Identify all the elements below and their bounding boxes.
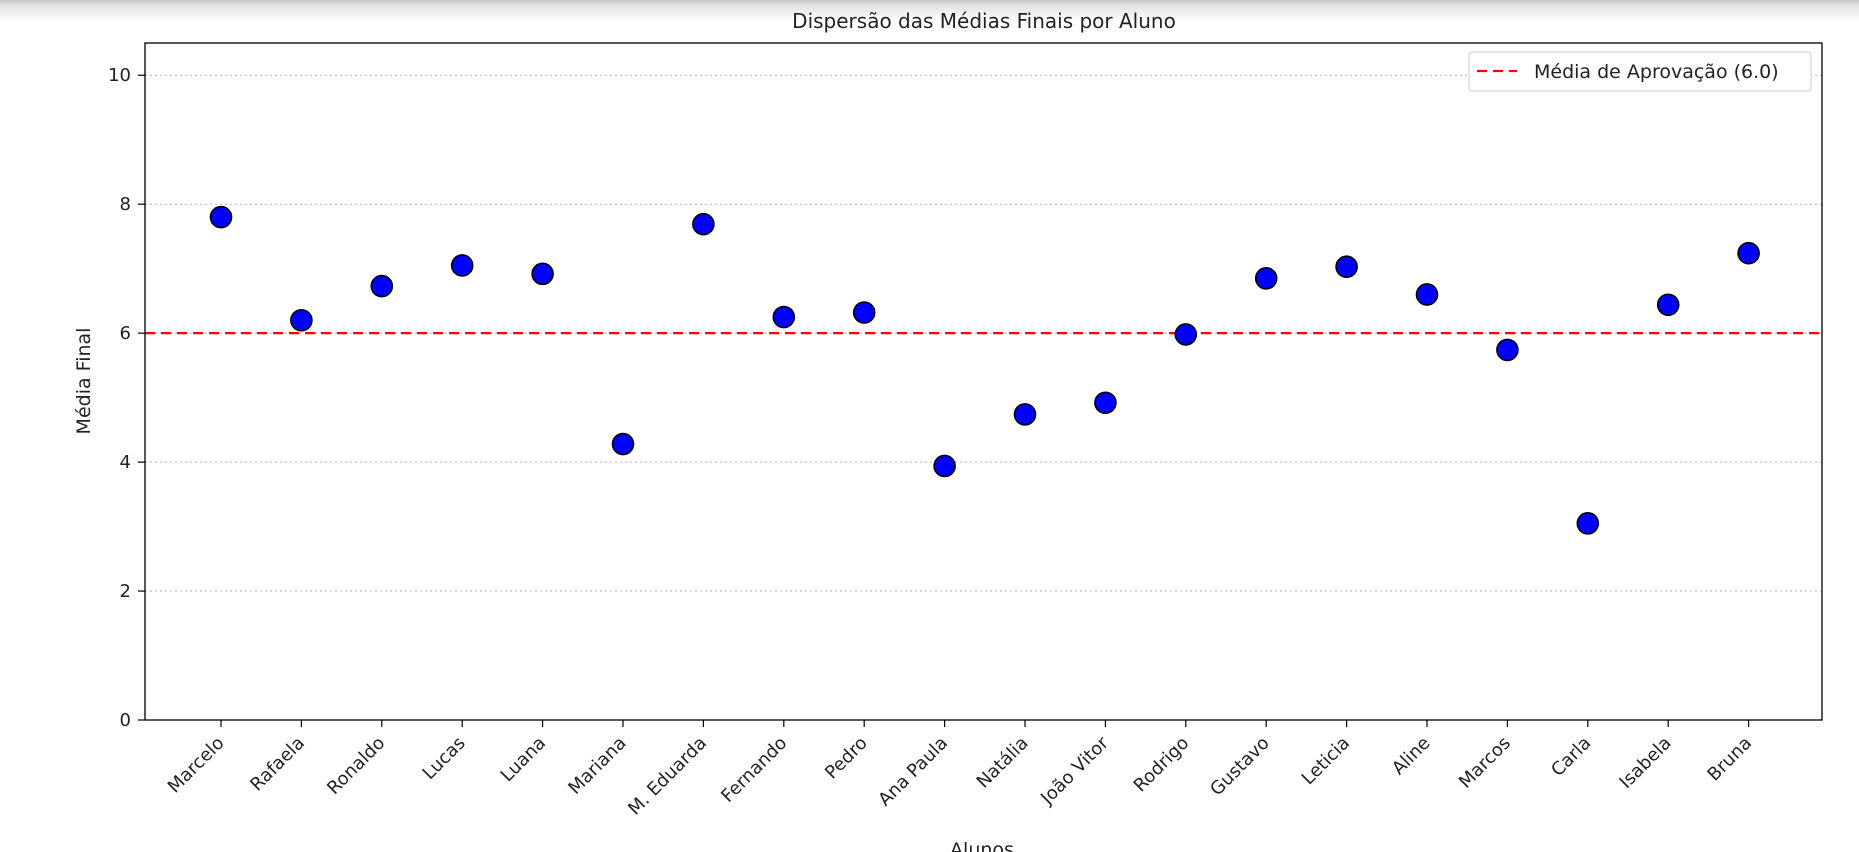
window-top-shadow — [0, 0, 1859, 22]
x-tick-label: Lucas — [419, 733, 470, 784]
data-point — [1094, 391, 1117, 415]
x-tick-label: João Vitor — [1036, 732, 1113, 809]
y-tick-label: 10 — [108, 65, 131, 86]
y-axis: 0 2 4 6 8 10 — [108, 65, 145, 731]
x-tick-label: Marcos — [1455, 733, 1515, 793]
x-axis-label: Alunos — [950, 839, 1014, 852]
x-axis: Marcelo Rafaela Ronaldo Lucas Luana MarianaM.… — [164, 720, 1756, 819]
y-axis-label: Média Final — [73, 328, 95, 435]
data-point — [1335, 255, 1358, 279]
x-tick-label: Luana — [497, 733, 550, 786]
data-points — [209, 205, 1760, 535]
data-point — [852, 301, 876, 324]
y-tick-label: 0 — [120, 710, 131, 731]
data-point — [692, 212, 715, 236]
data-point — [772, 305, 796, 329]
legend: Média de Aprovação (6.0) — [1468, 51, 1812, 92]
x-tick-label: Marcelo — [164, 733, 229, 798]
data-point — [1013, 403, 1037, 426]
plot-area-frame — [144, 42, 1823, 721]
x-tick-label: Fernando — [717, 733, 791, 807]
chart-title: Dispersão das Médias Finais por Aluno — [792, 9, 1176, 33]
x-tick-label: Ana Paula — [874, 733, 952, 811]
data-point — [1576, 512, 1600, 535]
data-point — [290, 308, 313, 332]
x-tick-label: Isabela — [1615, 733, 1675, 793]
legend-label: Média de Aprovação (6.0) — [1534, 61, 1779, 83]
y-tick-label: 4 — [120, 452, 131, 473]
y-tick-label: 2 — [120, 581, 131, 602]
x-tick-label: Mariana — [564, 733, 630, 799]
y-tick-label: 6 — [120, 323, 131, 344]
data-point — [1415, 283, 1439, 306]
data-point — [933, 454, 956, 478]
x-tick-label: Rafaela — [246, 733, 309, 796]
x-tick-label: Aline — [1388, 733, 1435, 780]
data-point — [611, 432, 635, 456]
data-point — [209, 205, 233, 229]
x-tick-label: Leticia — [1298, 733, 1354, 789]
y-tick-label: 8 — [120, 194, 131, 215]
data-point — [1656, 293, 1680, 317]
x-tick-label: Ronaldo — [323, 733, 389, 799]
x-tick-label: Bruna — [1703, 733, 1756, 786]
x-tick-label: Natália — [973, 733, 1033, 793]
data-point — [370, 274, 394, 298]
data-point — [1174, 323, 1198, 346]
data-point — [450, 254, 474, 277]
x-tick-label: Rodrigo — [1130, 733, 1194, 797]
legend-box — [1468, 51, 1812, 92]
data-point — [1737, 241, 1760, 265]
x-tick-label: Carla — [1547, 733, 1595, 781]
x-tick-label: Pedro — [821, 733, 872, 784]
x-tick-label: Gustavo — [1206, 733, 1274, 801]
data-point — [531, 262, 554, 286]
x-tick-label: M. Eduarda — [624, 733, 711, 820]
data-point — [1254, 267, 1278, 290]
data-point — [1496, 338, 1519, 362]
